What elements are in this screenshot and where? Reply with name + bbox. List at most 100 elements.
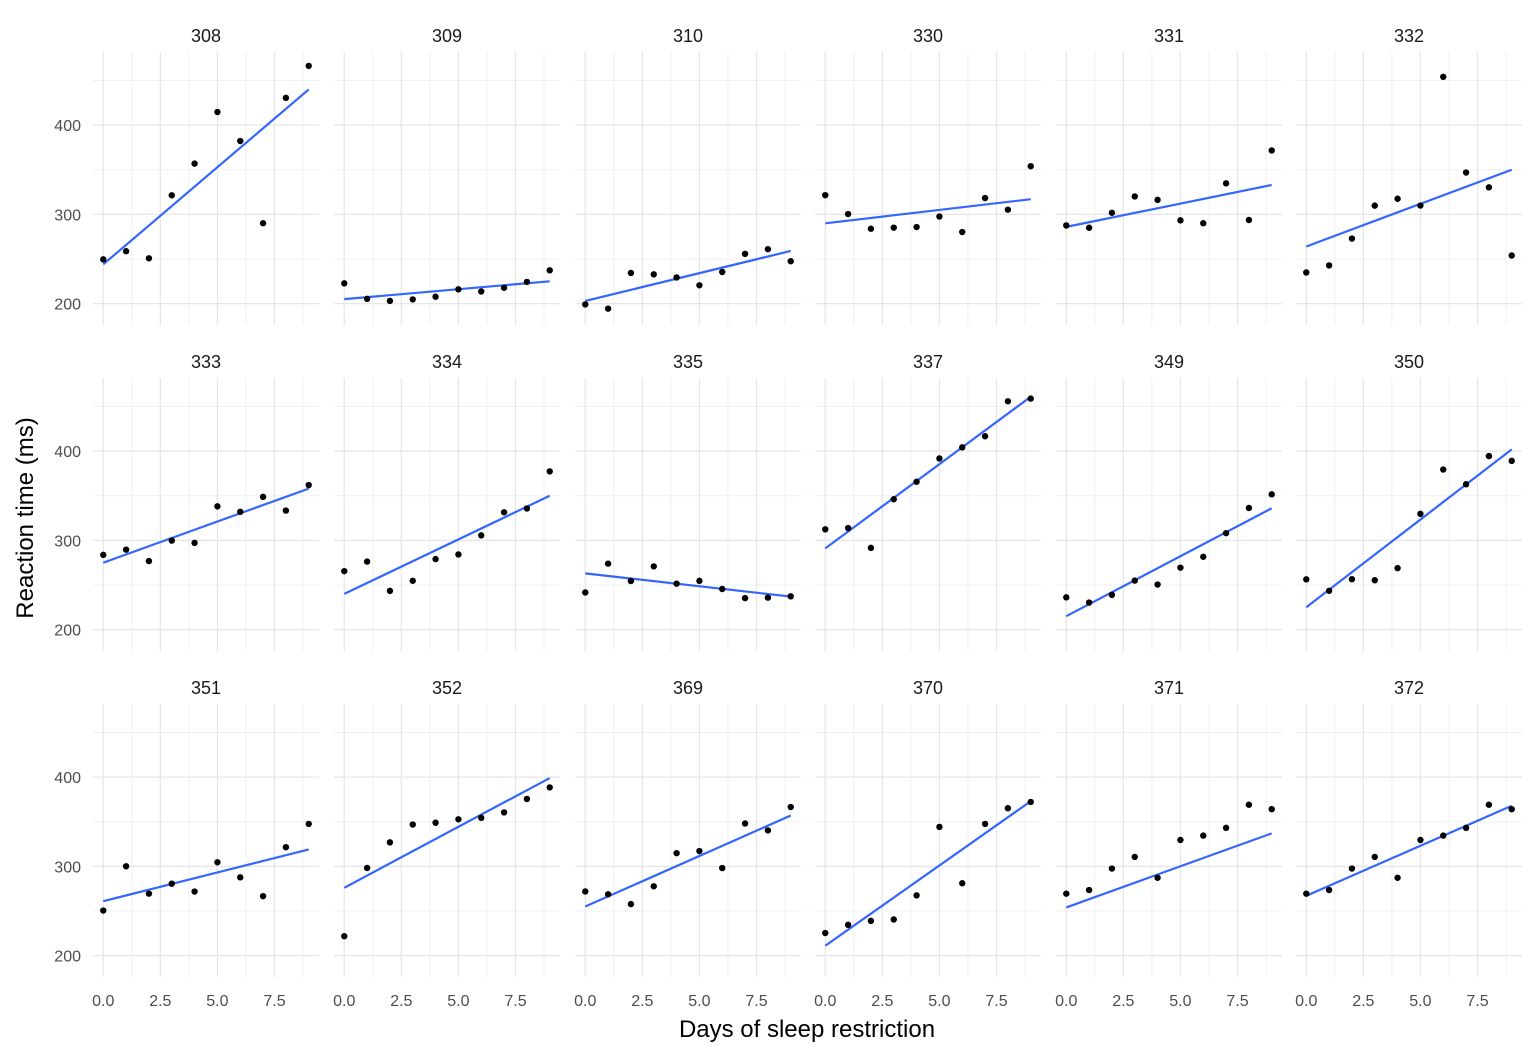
data-point bbox=[191, 888, 198, 895]
data-point bbox=[1268, 147, 1275, 154]
data-point bbox=[1303, 576, 1310, 583]
data-point bbox=[100, 907, 107, 914]
data-point bbox=[650, 883, 657, 890]
y-tick-label: 400 bbox=[54, 770, 81, 787]
y-tick-label: 300 bbox=[54, 859, 81, 876]
data-point bbox=[432, 555, 439, 563]
data-point bbox=[409, 577, 416, 584]
data-point bbox=[546, 267, 553, 274]
data-point bbox=[764, 245, 772, 253]
data-point bbox=[214, 503, 221, 510]
panel-352: 352 bbox=[334, 678, 560, 977]
regression-line bbox=[343, 494, 551, 595]
data-point bbox=[582, 589, 589, 596]
y-tick-label: 400 bbox=[54, 444, 81, 461]
data-point bbox=[1200, 832, 1207, 839]
data-point bbox=[719, 585, 726, 593]
data-point bbox=[1108, 591, 1116, 599]
regression-line bbox=[1305, 168, 1513, 248]
data-point bbox=[455, 816, 462, 823]
data-point bbox=[1200, 220, 1207, 227]
panel-309: 309 bbox=[334, 26, 560, 325]
data-point bbox=[844, 210, 852, 218]
data-point bbox=[1177, 217, 1184, 224]
panel-350: 350 bbox=[1296, 352, 1522, 651]
x-tick-label: 0.0 bbox=[1055, 993, 1077, 1010]
data-point bbox=[409, 821, 416, 828]
data-point bbox=[1417, 202, 1424, 209]
data-point bbox=[432, 819, 439, 826]
data-point bbox=[100, 256, 107, 263]
data-point bbox=[455, 551, 462, 558]
panel-335: 335 bbox=[575, 352, 801, 651]
data-point bbox=[1440, 832, 1447, 839]
data-point bbox=[867, 225, 875, 232]
panel-strip-label: 335 bbox=[673, 352, 703, 372]
data-point bbox=[500, 509, 508, 516]
panel-strip-label: 331 bbox=[1154, 26, 1184, 46]
panel-337: 337 bbox=[815, 352, 1041, 651]
data-point bbox=[1462, 824, 1470, 832]
data-point bbox=[1154, 581, 1161, 588]
y-tick-label: 300 bbox=[54, 207, 81, 224]
data-point bbox=[1485, 184, 1493, 191]
data-point bbox=[1131, 853, 1138, 861]
data-point bbox=[1027, 798, 1034, 806]
data-point bbox=[719, 268, 726, 276]
data-point bbox=[1508, 805, 1515, 813]
x-tick-label: 5.0 bbox=[928, 993, 950, 1010]
data-point bbox=[1131, 193, 1138, 200]
data-point bbox=[764, 594, 772, 601]
x-tick-label: 5.0 bbox=[447, 993, 469, 1010]
data-point bbox=[764, 827, 772, 834]
data-point bbox=[1154, 874, 1161, 881]
regression-line bbox=[1066, 183, 1272, 228]
data-point bbox=[1348, 235, 1356, 242]
data-point bbox=[100, 551, 107, 559]
data-point bbox=[1325, 587, 1333, 594]
data-point bbox=[582, 888, 589, 895]
panel-372: 372 bbox=[1296, 678, 1522, 977]
data-point bbox=[363, 295, 371, 303]
x-tick-label: 2.5 bbox=[149, 993, 171, 1010]
x-tick-label: 2.5 bbox=[1352, 993, 1374, 1010]
regression-line bbox=[1065, 507, 1273, 618]
data-point bbox=[409, 296, 416, 303]
data-point bbox=[122, 248, 130, 255]
panel-308: 308 bbox=[93, 26, 319, 325]
regression-line bbox=[344, 280, 550, 301]
x-tick-label: 2.5 bbox=[390, 993, 412, 1010]
data-point bbox=[844, 921, 852, 929]
data-point bbox=[363, 558, 371, 565]
data-point bbox=[1245, 504, 1253, 512]
panel-strip-label: 349 bbox=[1154, 352, 1184, 372]
regression-line bbox=[102, 487, 310, 564]
panel-strip-label: 350 bbox=[1394, 352, 1424, 372]
data-point bbox=[1440, 466, 1447, 473]
x-tick-label: 0.0 bbox=[814, 993, 836, 1010]
x-tick-label: 7.5 bbox=[263, 993, 285, 1010]
data-point bbox=[627, 577, 635, 585]
x-tick-label: 5.0 bbox=[688, 993, 710, 1010]
data-point bbox=[650, 271, 657, 278]
data-point bbox=[627, 269, 635, 277]
data-point bbox=[1027, 395, 1034, 402]
regression-line bbox=[585, 249, 791, 302]
data-point bbox=[1268, 805, 1275, 813]
data-point bbox=[673, 580, 680, 587]
data-point bbox=[259, 493, 267, 501]
y-tick-label: 300 bbox=[54, 533, 81, 550]
data-point bbox=[936, 455, 943, 462]
data-point bbox=[1177, 564, 1184, 571]
regression-line bbox=[1305, 804, 1513, 897]
data-point bbox=[719, 864, 726, 872]
panel-strip-label: 372 bbox=[1394, 678, 1424, 698]
data-point bbox=[1222, 824, 1230, 832]
data-point bbox=[1485, 801, 1493, 808]
x-tick-label: 0.0 bbox=[574, 993, 596, 1010]
x-tick-label: 7.5 bbox=[1466, 993, 1488, 1010]
data-point bbox=[145, 890, 153, 897]
facet-panels: 308 309 310 330 331 332 333 334 335 337 349 350 351 3… bbox=[93, 26, 1522, 977]
data-point bbox=[1462, 481, 1470, 488]
panel-strip-label: 308 bbox=[191, 26, 221, 46]
